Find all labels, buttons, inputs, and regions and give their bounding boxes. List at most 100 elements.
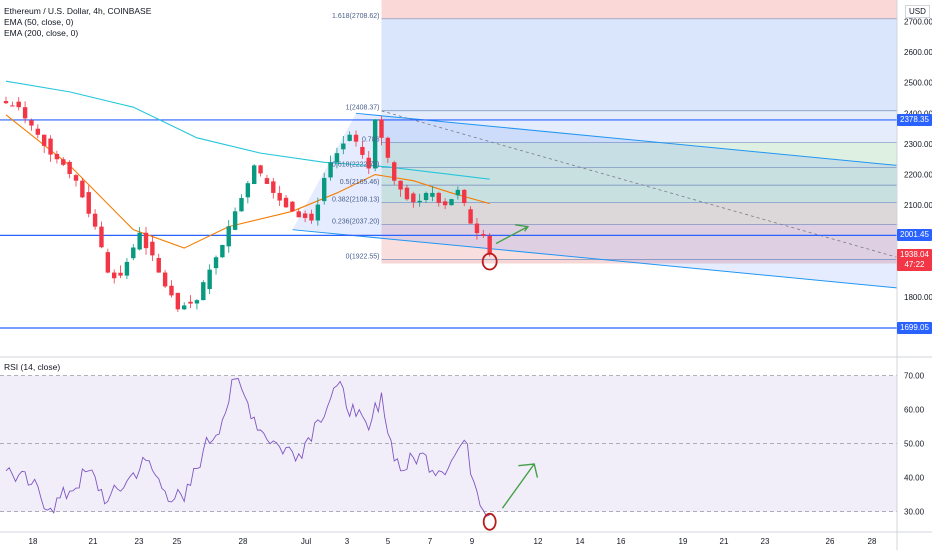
candle: [150, 235, 155, 262]
candle-body: [455, 189, 461, 196]
candle-body: [290, 201, 295, 212]
price-tag: 1938.04: [897, 248, 932, 261]
fib-zone-0.382: [381, 202, 897, 225]
candle: [226, 219, 231, 253]
fib-label: 0.618(2222.79): [332, 162, 379, 169]
rsi-y-tick-label: 50.00: [904, 440, 925, 449]
x-tick-label: 23: [761, 537, 770, 546]
ema200-legend[interactable]: EMA (200, close, 0): [4, 28, 79, 38]
candle-body: [73, 175, 79, 181]
descending-channel: [292, 110, 898, 289]
candle-body: [487, 235, 492, 255]
fib-zone-0.618: [381, 167, 897, 186]
fib-label: 0.5(2165.46): [340, 179, 380, 186]
fib-label: 0(1922.55): [346, 254, 380, 261]
x-tick-label: 28: [239, 537, 248, 546]
candle: [86, 185, 91, 218]
candle-body: [162, 272, 168, 287]
candle: [309, 209, 314, 224]
candle: [137, 227, 142, 251]
candle-body: [315, 204, 321, 221]
candle-body: [322, 177, 327, 202]
candle: [124, 258, 130, 279]
candle: [239, 194, 244, 212]
fibonacci-zones: [381, 0, 897, 264]
fib-label: 0.786: [362, 137, 380, 144]
candle: [73, 173, 79, 187]
x-tick-label: 12: [534, 537, 543, 546]
fib-zone-top: [381, 0, 897, 19]
candle-body: [41, 134, 47, 146]
fib-label: 1.618(2708.62): [332, 13, 379, 20]
candle-body: [105, 252, 111, 273]
rsi-y-tick-label: 60.00: [904, 406, 925, 415]
candle-body: [201, 282, 206, 301]
rsi-up-arrow-head: [518, 463, 539, 478]
y-tick-label: 2400.00: [904, 109, 932, 118]
candle: [213, 255, 219, 275]
low-circle: [481, 252, 498, 271]
candle: [3, 96, 9, 105]
candle: [404, 184, 410, 201]
x-tick-label: 3: [345, 537, 350, 546]
currency-button[interactable]: USD: [905, 5, 930, 18]
price-tag: 1699.05: [897, 321, 932, 334]
candle-body: [430, 192, 435, 197]
candle: [35, 124, 41, 139]
candle-body: [213, 257, 219, 269]
candle-body: [283, 197, 289, 208]
candle: [232, 207, 238, 231]
candle: [162, 269, 168, 289]
y-tick-label: 2200.00: [904, 171, 932, 180]
channel-upper: [355, 112, 898, 166]
candle-body: [86, 192, 91, 214]
candle-body: [462, 189, 467, 204]
x-tick-label: 5: [386, 537, 391, 546]
candle: [245, 180, 251, 204]
x-tick-label: 28: [868, 537, 877, 546]
symbol-title[interactable]: Ethereum / U.S. Dollar, 4h, COINBASE: [4, 6, 152, 16]
rsi-title[interactable]: RSI (14, close): [4, 362, 61, 372]
fib-zone-0.786: [381, 142, 897, 168]
price-tag: 2378.35: [897, 113, 932, 126]
rsi-legend: RSI (14, close): [4, 362, 60, 373]
candle-body: [271, 181, 276, 193]
candle: [315, 197, 321, 226]
candle-body: [252, 165, 257, 185]
ema50-legend[interactable]: EMA (50, close, 0): [4, 17, 74, 27]
candle: [92, 209, 98, 230]
candle: [201, 280, 206, 301]
chart-legend: Ethereum / U.S. Dollar, 4h, COINBASE EMA…: [4, 6, 151, 39]
candle: [169, 280, 174, 298]
x-tick-label: Jul: [301, 537, 311, 546]
candle-body: [80, 180, 85, 198]
candle: [385, 136, 391, 163]
candle: [411, 191, 416, 208]
fib-zone-0.236: [381, 224, 897, 260]
candle: [360, 140, 365, 159]
candle-body: [385, 137, 391, 158]
candle: [118, 265, 123, 279]
candle: [175, 292, 181, 313]
x-tick-label: 9: [470, 537, 475, 546]
candle-body: [474, 223, 480, 234]
candle: [302, 210, 308, 223]
x-tick-label: 14: [576, 537, 585, 546]
candle-body: [61, 159, 66, 165]
candle: [430, 186, 435, 202]
candle-body: [150, 241, 155, 256]
candle-body: [92, 213, 98, 227]
candle-body: [54, 153, 60, 160]
candle: [252, 164, 257, 185]
candle: [372, 119, 378, 172]
candle-body: [245, 183, 251, 198]
rsi-panel: [0, 356, 932, 531]
candle: [328, 155, 333, 181]
candle-body: [360, 146, 365, 155]
candle: [442, 198, 448, 210]
candle: [398, 180, 403, 197]
fib-zone-1.618: [381, 18, 897, 111]
candle-body: [398, 180, 403, 190]
candle: [54, 150, 60, 164]
candle-body: [334, 153, 340, 163]
